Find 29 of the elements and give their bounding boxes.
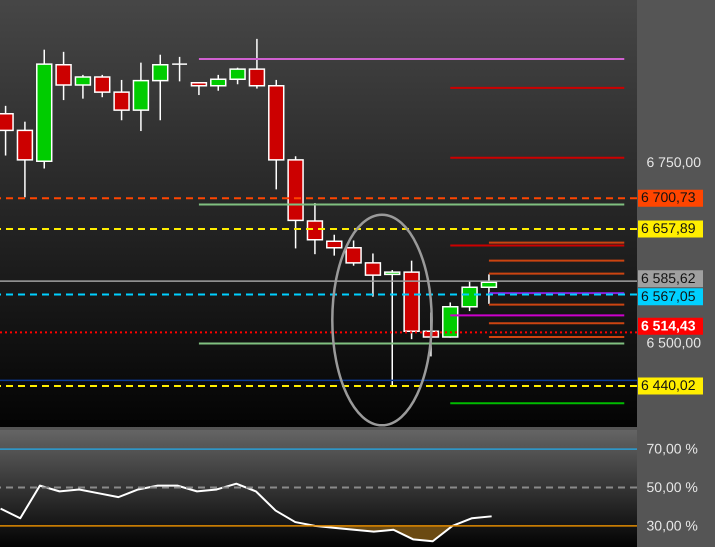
candlestick (152, 54, 168, 121)
candlestick (229, 66, 246, 85)
candlestick (190, 82, 208, 96)
candlestick (248, 38, 266, 90)
candlestick (94, 74, 110, 98)
candlestick (384, 269, 400, 387)
ref-line-label: 6 567,05 (641, 288, 696, 304)
candlestick (210, 74, 226, 92)
candlestick (74, 74, 92, 100)
candlestick (171, 56, 188, 82)
line-series (0, 482, 493, 542)
ref-line-label: 6 657,89 (641, 220, 696, 236)
candlestick (364, 252, 382, 298)
candlestick (461, 280, 478, 312)
ref-line-label: 6 585,62 (641, 270, 696, 286)
y-tick-label: 6 500,00 (646, 334, 702, 350)
y-tick-label: 50,00 % (646, 479, 698, 496)
ref-line-label: 6 700,73 (641, 189, 696, 206)
candlestick (55, 51, 72, 101)
ref-line-label: 6 514,43 (641, 317, 696, 334)
y-tick-label: 70,00 % (646, 440, 698, 457)
ref-line-label: 6 440,02 (641, 376, 696, 393)
y-tick-label: 6 750,00 (646, 154, 702, 170)
candlestick (306, 202, 324, 255)
candlestick (326, 234, 342, 256)
candlestick (345, 240, 362, 266)
candlestick (480, 274, 498, 305)
candlestick (113, 79, 130, 121)
y-tick-label: 30,00 % (646, 517, 698, 534)
